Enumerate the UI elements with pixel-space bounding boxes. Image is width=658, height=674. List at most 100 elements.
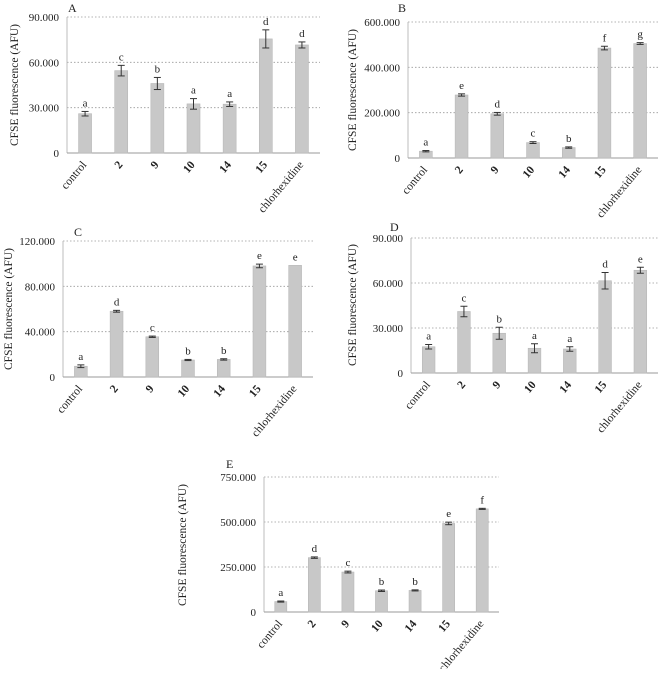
y-tick-label: 0 [251,607,257,619]
significance-letter: d [114,296,120,308]
y-tick-label: 30.000 [29,103,60,115]
category-label: control [55,383,85,416]
bar-2 [454,94,469,159]
significance-letter: e [459,80,464,92]
bar-chlorhexidine [633,269,648,374]
significance-letter: a [567,333,572,345]
panel-label: B [398,1,406,15]
category-label: 15 [247,383,264,400]
category-label: 10 [369,618,386,635]
significance-letter: e [638,253,643,265]
y-tick-label: 80.000 [25,281,56,293]
significance-letter: b [185,345,191,357]
panel-label: A [68,1,77,15]
significance-letter: b [566,133,572,145]
category-label: 14 [556,164,573,181]
category-label: 9 [144,383,157,395]
y-tick-label: 0 [395,153,401,165]
bar-chlorhexidine [295,44,309,154]
significance-letter: g [637,29,643,41]
y-tick-label: 60.000 [29,57,60,69]
panel-e: E 0 250.000 500.000 750.000 CFSE fluorescence… [177,457,499,674]
category-label: 10 [176,383,193,400]
y-axis-label: CFSE fluorescence (AFU) [3,248,15,370]
bar-control [421,346,436,374]
bar-2 [308,557,321,613]
bar-9 [145,336,160,378]
category-label: 10 [521,164,538,181]
significance-letter: b [155,63,161,75]
bar-14 [561,147,576,159]
bar-2 [114,70,129,154]
bar-9 [150,83,165,154]
bar-15 [598,280,612,374]
y-tick-label: 120.000 [19,236,55,248]
panel-c: C 0 40.000 80.000 120.000 CFSE fluorescence (… [3,225,313,439]
bar-14 [216,359,231,378]
y-tick-label: 60.000 [373,278,404,290]
significance-letter: a [278,587,283,599]
category-label: 2 [108,383,121,395]
significance-letter: e [293,251,298,263]
category-label: control [400,164,430,197]
significance-letter: c [345,557,350,569]
significance-letter: c [119,51,124,63]
y-tick-label: 90.000 [29,12,60,24]
significance-letter: d [312,543,318,555]
bar-10 [375,590,388,613]
panel-d: D 0 30.000 60.000 90.000 CFSE fluorescence (A… [347,220,658,435]
bar-15 [258,38,273,154]
y-tick-label: 400.000 [364,62,400,74]
bar-2 [457,311,471,374]
significance-letter: d [263,16,269,28]
bar-2 [109,310,124,378]
category-label: 15 [253,159,270,176]
y-tick-label: 40.000 [25,327,56,339]
panel-label: E [226,457,233,471]
y-tick-label: 600.000 [364,17,400,29]
significance-letter: c [461,292,466,304]
category-label: control [255,618,285,651]
significance-letter: b [496,313,502,325]
significance-letter: a [83,97,88,109]
significance-letter: f [480,494,484,506]
category-label: 9 [149,159,162,171]
bar-15 [252,265,267,378]
bar-10 [181,359,195,378]
significance-letter: a [532,330,537,342]
significance-letter: d [602,259,608,271]
category-label: control [59,159,89,192]
significance-letter: d [495,98,501,110]
bar-chlorhexidine [475,508,489,613]
category-label: 9 [491,379,504,391]
y-axis-label: CFSE fluorescence (AFU) [9,24,21,146]
category-label: control [403,379,433,412]
category-label: 14 [211,383,228,400]
significance-letter: c [150,322,155,334]
significance-letter: a [78,351,83,363]
category-label: 2 [455,379,468,391]
significance-letter: c [531,128,536,140]
category-label: 15 [592,164,609,181]
significance-letter: f [603,32,607,44]
bar-control [274,601,288,613]
bar-9 [341,571,355,613]
bar-15 [597,47,612,159]
y-tick-label: 250.000 [220,562,256,574]
category-label: 14 [217,159,234,176]
significance-letter: b [221,345,227,357]
category-label: 2 [453,164,466,176]
panel-a: A 0 30.000 60.000 90.000 CFSE fluorescence (A… [9,1,320,215]
significance-letter: e [257,250,262,262]
significance-letter: a [426,331,431,343]
panel-b: B 0 200.000 400.000 600.000 CFSE fluorescence… [347,1,658,220]
category-label: 2 [113,159,126,171]
category-label: 2 [306,618,319,630]
category-label: 10 [181,159,198,176]
y-tick-label: 200.000 [364,108,400,120]
significance-letter: d [299,28,305,40]
significance-letter: b [412,576,418,588]
panel-label: D [390,220,399,234]
